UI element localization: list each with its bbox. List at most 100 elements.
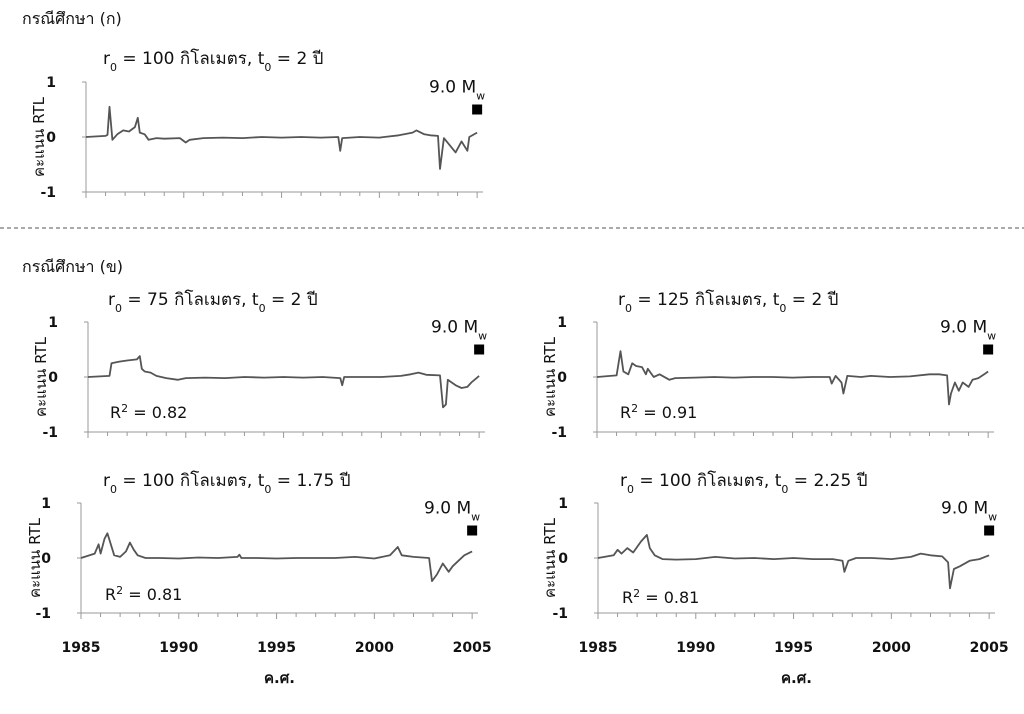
- y-axis-label: คะแนน RTL: [541, 517, 559, 598]
- x-tick-label: 1995: [774, 640, 813, 656]
- magnitude-value: 9.0 M: [431, 318, 478, 338]
- magnitude-label: 9.0 Mw: [431, 318, 487, 343]
- title-part: = 100 กิโลเมตร, t: [634, 470, 782, 491]
- section-b-label: กรณีศึกษา (ข): [22, 257, 123, 276]
- rtl-series-line: [87, 355, 480, 409]
- title-subscript: 0: [627, 483, 634, 496]
- panel-title: r0 = 125 กิโลเมตร, t0 = 2 ปี: [618, 289, 838, 315]
- magnitude-label: 9.0 Mw: [429, 78, 485, 103]
- y-tick-label: -1: [552, 606, 568, 622]
- y-tick-label: 1: [558, 496, 568, 512]
- earthquake-marker: [474, 344, 485, 355]
- magnitude-subscript: w: [987, 329, 996, 342]
- title-part: = 2 ปี: [786, 290, 838, 310]
- x-tick-label: 2005: [453, 640, 492, 656]
- x-tick-label: 2005: [970, 640, 1009, 656]
- r2-value: = 0.81: [123, 585, 182, 604]
- y-axis-label: คะแนน RTL: [32, 336, 50, 417]
- title-part: r: [618, 290, 625, 310]
- title-subscript: 0: [110, 61, 117, 74]
- x-tick-label: 1990: [159, 640, 198, 656]
- magnitude-subscript: w: [478, 329, 487, 342]
- y-tick-label: -1: [42, 425, 58, 441]
- r2-value: = 0.82: [128, 403, 187, 422]
- panel-title: r0 = 100 กิโลเมตร, t0 = 2.25 ปี: [620, 470, 868, 496]
- magnitude-value: 9.0 M: [941, 499, 988, 519]
- r2-symbol: R: [105, 585, 116, 604]
- x-tick-label: 2000: [355, 640, 394, 656]
- x-axis-label: ค.ศ.: [781, 669, 812, 687]
- y-tick-label: 0: [41, 551, 51, 567]
- earthquake-marker: [467, 525, 478, 536]
- title-part: = 1.75 ปี: [271, 471, 350, 491]
- magnitude-value: 9.0 M: [424, 499, 471, 519]
- title-subscript: 0: [264, 483, 271, 496]
- y-axis-label: คะแนน RTL: [541, 336, 559, 417]
- title-part: = 100 กิโลเมตร, t: [117, 470, 265, 491]
- title-part: = 2 ปี: [271, 49, 323, 69]
- title-part: r: [103, 49, 110, 69]
- panel-title: r0 = 100 กิโลเมตร, t0 = 2 ปี: [103, 48, 323, 74]
- r2-superscript: 2: [116, 584, 123, 597]
- earthquake-marker: [983, 344, 994, 355]
- magnitude-label: 9.0 Mw: [424, 499, 480, 524]
- rtl-series-line: [80, 532, 473, 582]
- title-subscript: 0: [264, 61, 271, 74]
- title-subscript: 0: [259, 302, 266, 315]
- r2-value: = 0.81: [640, 588, 699, 607]
- x-tick-label: 1985: [62, 640, 101, 656]
- title-subscript: 0: [781, 483, 788, 496]
- y-tick-label: -1: [35, 606, 51, 622]
- title-part: = 125 กิโลเมตร, t: [632, 289, 780, 310]
- y-tick-label: 0: [557, 370, 567, 386]
- earthquake-marker: [984, 525, 995, 536]
- title-part: r: [620, 471, 627, 491]
- r2-symbol: R: [110, 403, 121, 422]
- magnitude-value: 9.0 M: [940, 318, 987, 338]
- x-tick-label: 1985: [579, 640, 618, 656]
- y-tick-label: 1: [46, 75, 56, 91]
- r2-value: = 0.91: [638, 403, 697, 422]
- x-tick-label: 1995: [257, 640, 296, 656]
- title-subscript: 0: [110, 483, 117, 496]
- y-tick-label: -1: [551, 425, 567, 441]
- rtl-series-line: [597, 534, 990, 590]
- magnitude-subscript: w: [988, 510, 997, 523]
- r2-annotation: R2 = 0.81: [105, 584, 182, 605]
- y-tick-label: 1: [48, 315, 58, 331]
- title-part: = 75 กิโลเมตร, t: [122, 289, 259, 310]
- x-axis-label: ค.ศ.: [264, 669, 295, 687]
- y-tick-label: -1: [40, 185, 56, 201]
- magnitude-subscript: w: [476, 89, 485, 102]
- title-subscript: 0: [625, 302, 632, 315]
- r2-superscript: 2: [121, 402, 128, 415]
- panel-title: r0 = 100 กิโลเมตร, t0 = 1.75 ปี: [103, 470, 351, 496]
- r2-annotation: R2 = 0.91: [620, 402, 697, 423]
- rtl-series-line: [85, 105, 478, 170]
- earthquake-marker: [472, 104, 483, 115]
- y-axis-label: คะแนน RTL: [26, 517, 44, 598]
- title-part: = 2.25 ปี: [788, 471, 867, 491]
- y-tick-label: 0: [46, 130, 56, 146]
- section-a-label: กรณีศึกษา (ก): [22, 9, 122, 28]
- r2-annotation: R2 = 0.82: [110, 402, 187, 423]
- title-subscript: 0: [115, 302, 122, 315]
- y-tick-label: 1: [41, 496, 51, 512]
- x-tick-label: 2000: [872, 640, 911, 656]
- r2-annotation: R2 = 0.81: [622, 587, 699, 608]
- r2-superscript: 2: [633, 587, 640, 600]
- title-subscript: 0: [779, 302, 786, 315]
- title-part: = 2 ปี: [266, 290, 318, 310]
- y-tick-label: 0: [558, 551, 568, 567]
- x-tick-label: 1990: [676, 640, 715, 656]
- y-tick-label: 0: [48, 370, 58, 386]
- r2-symbol: R: [622, 588, 633, 607]
- y-axis-label: คะแนน RTL: [30, 96, 48, 177]
- title-part: = 100 กิโลเมตร, t: [117, 48, 265, 69]
- magnitude-label: 9.0 Mw: [941, 499, 997, 524]
